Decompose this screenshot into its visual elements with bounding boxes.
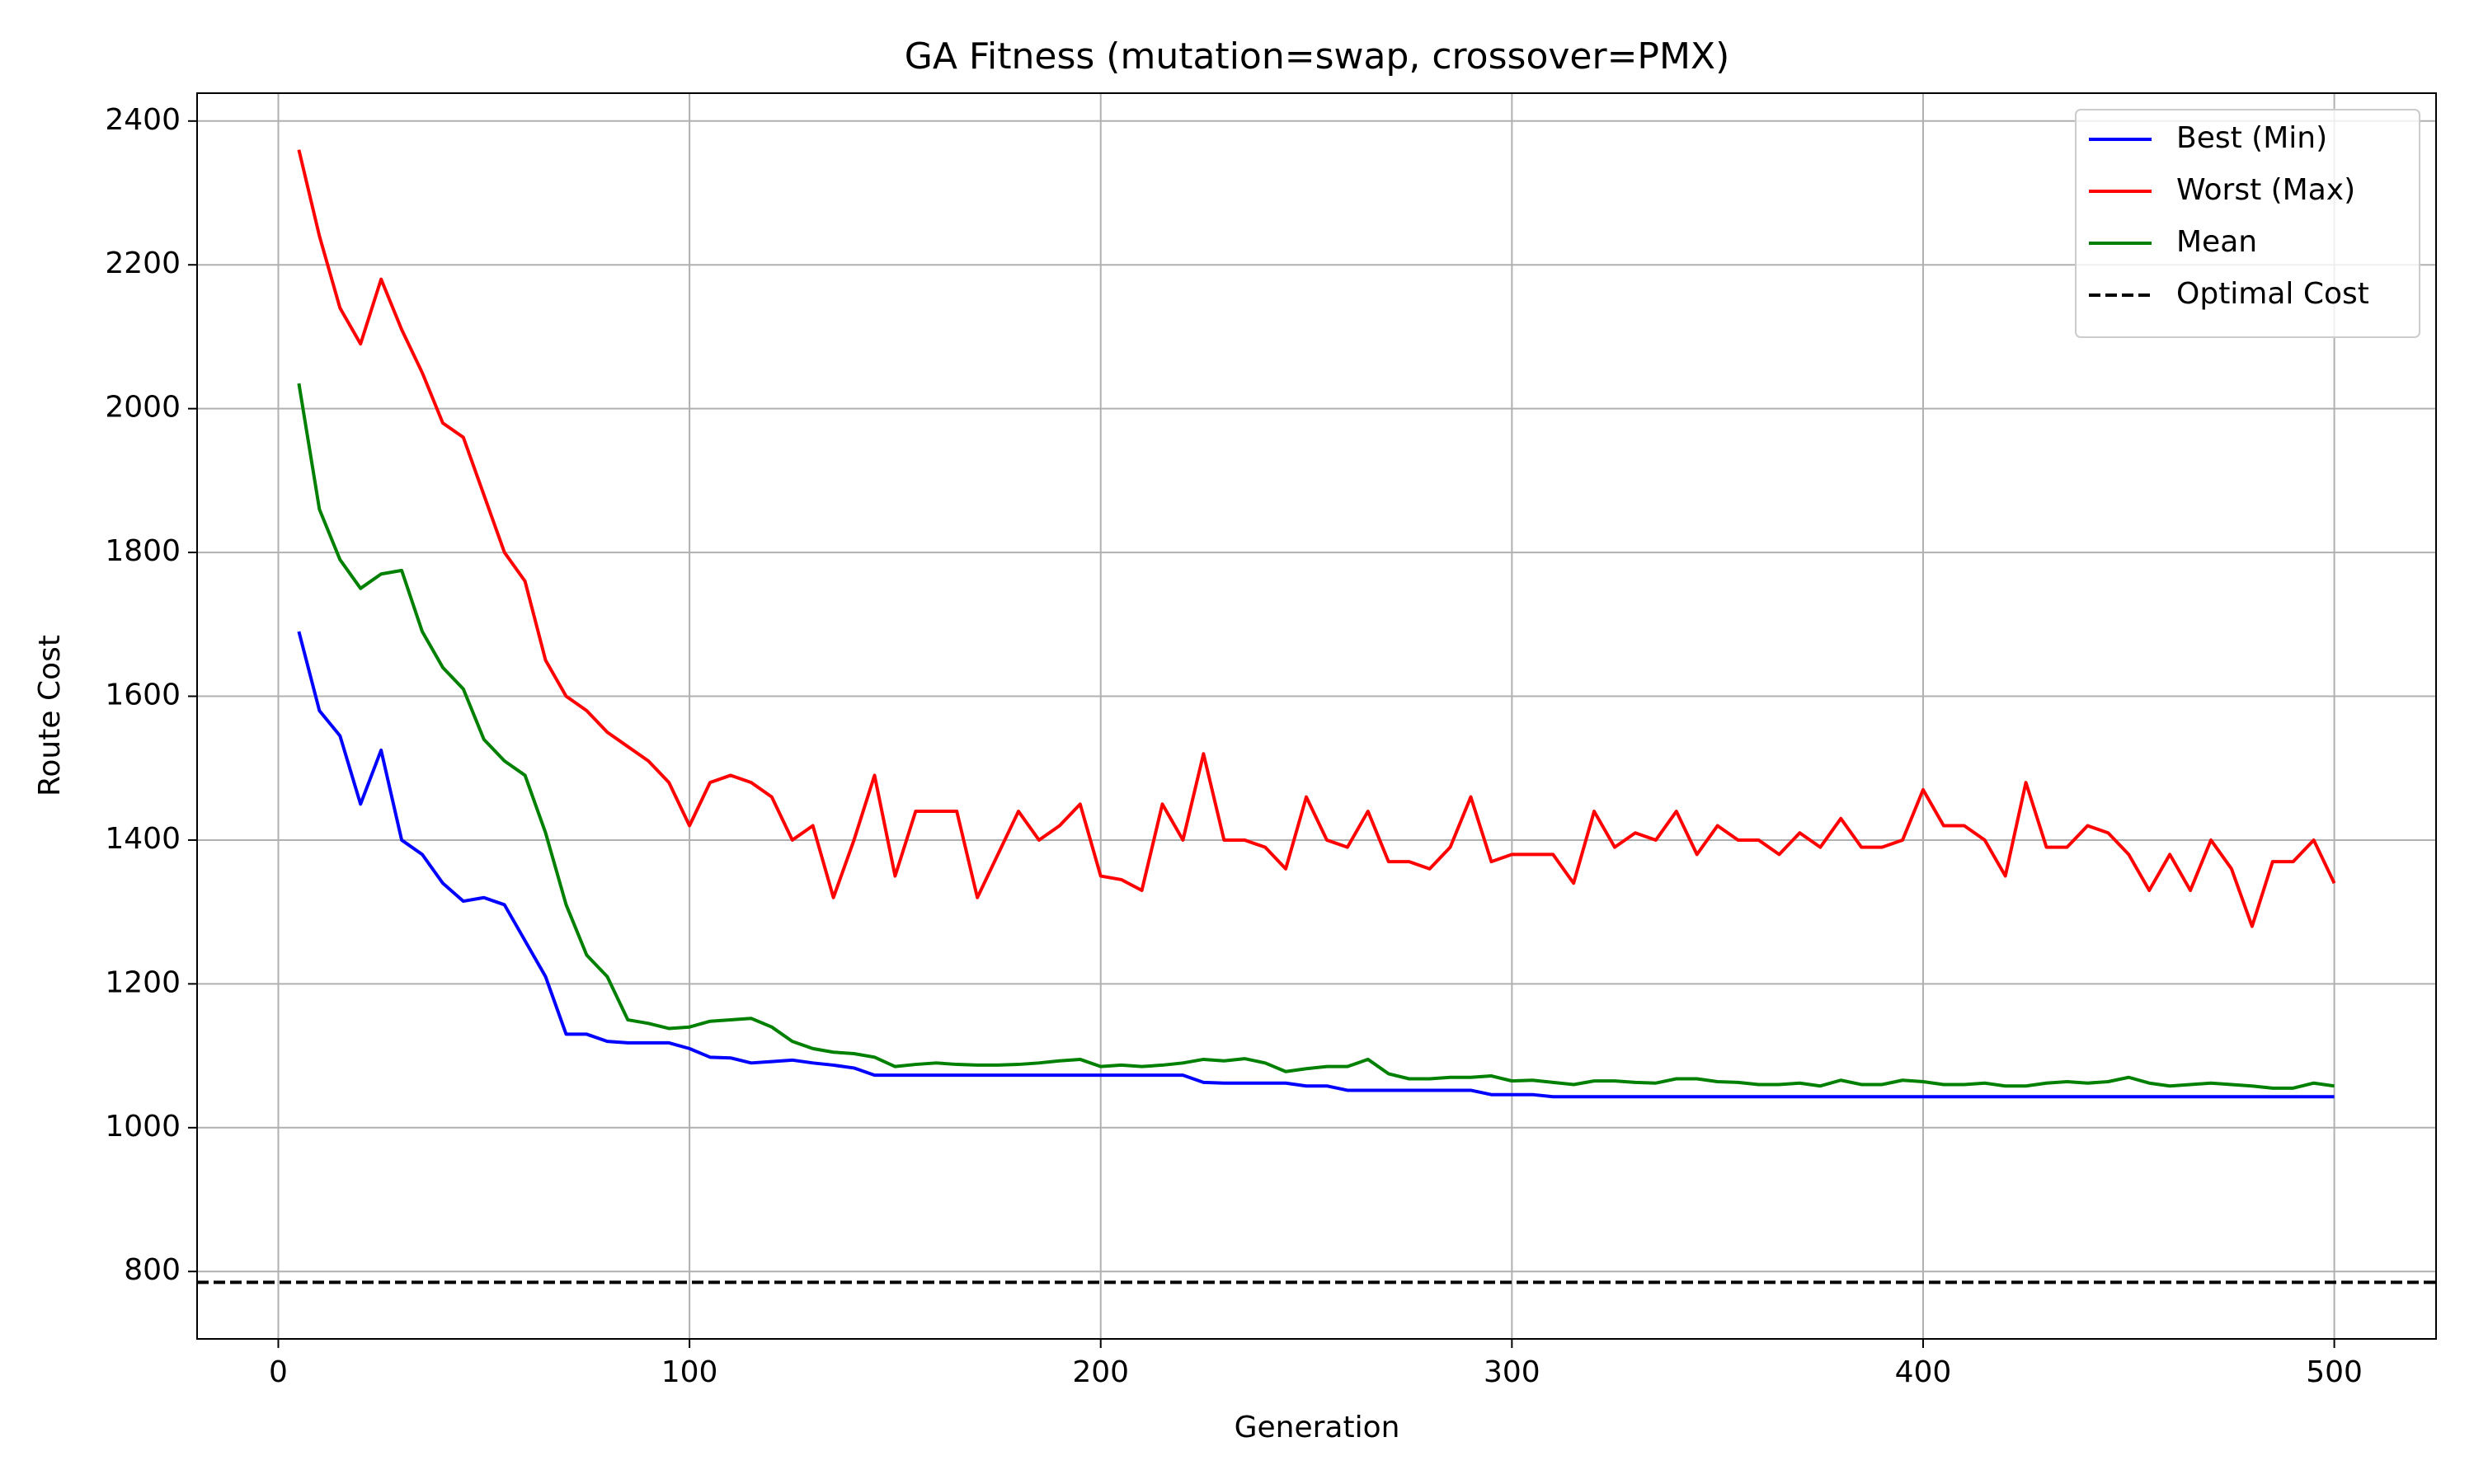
legend-label: Best (Min) bbox=[2176, 121, 2327, 155]
series-line bbox=[297, 149, 2336, 928]
x-tick-label: 0 bbox=[269, 1355, 288, 1389]
y-tick-label: 1000 bbox=[105, 1110, 181, 1144]
y-tick-label: 2400 bbox=[105, 103, 181, 137]
y-tick-label: 1600 bbox=[105, 679, 181, 712]
x-tick-label: 300 bbox=[1484, 1355, 1540, 1389]
y-tick-label: 1200 bbox=[105, 965, 181, 999]
series-line bbox=[297, 631, 2335, 1099]
x-tick-label: 400 bbox=[1895, 1355, 1952, 1389]
y-tick-label: 2200 bbox=[105, 247, 181, 280]
plot-frame bbox=[196, 92, 2437, 1340]
y-axis-label: Route Cost bbox=[33, 635, 67, 796]
y-tick-label: 800 bbox=[124, 1253, 181, 1287]
x-tick-label: 500 bbox=[2306, 1355, 2363, 1389]
series-line bbox=[297, 383, 2335, 1090]
x-tick-label: 200 bbox=[1072, 1355, 1129, 1389]
chart-title: GA Fitness (mutation=swap, crossover=PMX… bbox=[905, 35, 1729, 77]
y-tick-label: 2000 bbox=[105, 391, 181, 425]
x-axis-label: Generation bbox=[1235, 1411, 1400, 1444]
legend: Best (Min) Worst (Max) Mean Optimal Cost bbox=[2075, 109, 2420, 338]
legend-label: Worst (Max) bbox=[2176, 173, 2355, 207]
y-tick-label: 1400 bbox=[105, 822, 181, 856]
legend-label: Mean bbox=[2176, 225, 2257, 259]
legend-label: Optimal Cost bbox=[2176, 277, 2369, 311]
legend-box bbox=[2075, 109, 2420, 338]
y-tick-label: 1800 bbox=[105, 534, 181, 568]
x-tick-label: 100 bbox=[661, 1355, 718, 1389]
